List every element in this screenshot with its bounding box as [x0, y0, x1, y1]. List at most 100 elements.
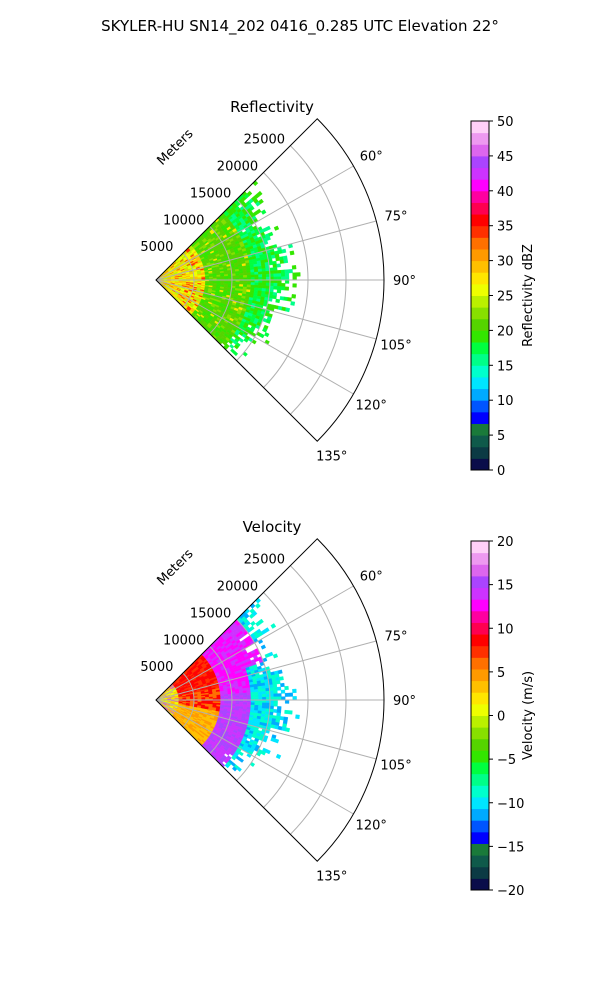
colorbar-segment [471, 167, 489, 180]
colorbar-segment [471, 680, 489, 693]
field-cell [231, 275, 236, 279]
field-cell [246, 702, 252, 706]
colorbar-segment [471, 855, 489, 868]
colorbar-segment [471, 237, 489, 250]
colorbar-segment [471, 458, 489, 471]
colorbar-segment [471, 190, 489, 203]
field-cell [265, 319, 271, 324]
field-cell [284, 685, 289, 691]
field-cell [261, 268, 267, 272]
field-cell [281, 696, 286, 701]
field-cell [260, 209, 267, 215]
field-cell [238, 751, 244, 757]
colorbar-tick-label: −15 [497, 840, 524, 855]
field-cell [280, 682, 285, 688]
field-cell [258, 282, 263, 286]
field-cell [243, 337, 249, 343]
colorbar-segment [471, 307, 489, 320]
colorbar-segment [471, 400, 489, 413]
colorbar-segment [471, 155, 489, 169]
azimuth-gridline [155, 640, 377, 701]
field-cell [264, 627, 270, 633]
field-cell [258, 271, 263, 275]
field-cell [279, 296, 285, 301]
azimuth-tick-label: 120° [356, 818, 387, 833]
field-cell [250, 282, 255, 286]
colorbar-segment [471, 692, 489, 705]
field-cell [250, 620, 256, 627]
field-cell [258, 618, 264, 625]
field-cell [250, 694, 255, 698]
field-cell [268, 651, 274, 657]
field-cell [279, 676, 284, 681]
panel-velocity: Velocity 5000 10000 15000 20000 25000 Meters 60… [140, 518, 536, 899]
azimuth-gridline [155, 585, 354, 701]
field-cell [258, 198, 264, 205]
field-cell [283, 296, 289, 302]
colorbar-tick-label: 15 [497, 579, 514, 594]
azimuth-tick-label: 135° [316, 870, 347, 885]
field-cell [239, 275, 244, 279]
colorbar-segment [471, 541, 489, 554]
field-cell [254, 602, 261, 609]
sector-outline [155, 538, 385, 862]
colorbar-segment [471, 295, 489, 308]
field-cell [238, 757, 244, 763]
field-cell [246, 282, 252, 286]
field-cell [249, 625, 255, 632]
field-cell [273, 282, 278, 287]
range-tick-label: 25000 [244, 133, 285, 148]
azimuth-gridline [155, 220, 377, 281]
colorbar-tick-label: 15 [497, 359, 514, 374]
field-cell [281, 276, 286, 281]
azimuth-tick-label: 60° [360, 150, 383, 165]
field-cell [292, 696, 297, 701]
range-tick-label: 5000 [140, 240, 173, 255]
field-cell [281, 273, 286, 277]
colorbar-tick-label: 45 [497, 150, 514, 165]
field-cell [273, 225, 280, 231]
colorbar-segment [471, 808, 489, 821]
field-cell [273, 693, 278, 698]
range-tick-label: 20000 [217, 160, 258, 175]
field-cell [289, 250, 295, 256]
field-cell [288, 269, 293, 274]
colorbar-segment [471, 248, 489, 262]
field-cell [265, 749, 271, 755]
field-cell [258, 694, 263, 698]
field-cell [277, 273, 282, 278]
field-cell [242, 692, 248, 696]
colorbar-tick-label: 5 [497, 666, 505, 681]
field-cell [284, 272, 290, 277]
field-cell [281, 283, 286, 287]
colorbar-segment [471, 121, 489, 134]
colorbar-segment [471, 214, 489, 227]
colorbar-tick-label: −20 [497, 884, 524, 899]
field-cell [258, 702, 263, 706]
field-cell [276, 686, 282, 691]
field-cell [250, 692, 255, 696]
field-cell [246, 694, 252, 698]
field-cell [235, 275, 240, 279]
colorbar-tick-label: 5 [497, 429, 505, 444]
reflectivity-field [155, 180, 301, 357]
colorbar-segment [471, 762, 489, 775]
field-cell [242, 272, 248, 276]
field-cell [283, 258, 289, 264]
field-cell [264, 332, 270, 338]
field-cell [231, 755, 237, 761]
field-cell [279, 259, 285, 264]
field-cell [292, 272, 297, 277]
field-cell [273, 690, 278, 695]
field-cell [276, 289, 282, 294]
field-cell [279, 716, 285, 721]
colorbar-segment [471, 376, 489, 390]
azimuth-gridline [155, 279, 377, 340]
field-cell [261, 285, 267, 289]
colorbar-segment [471, 820, 489, 833]
azimuth-tick-label: 120° [356, 398, 387, 413]
colorbar-segment [471, 564, 489, 577]
field-cell [273, 285, 278, 290]
field-cell [229, 343, 235, 349]
field-cell [243, 282, 248, 285]
